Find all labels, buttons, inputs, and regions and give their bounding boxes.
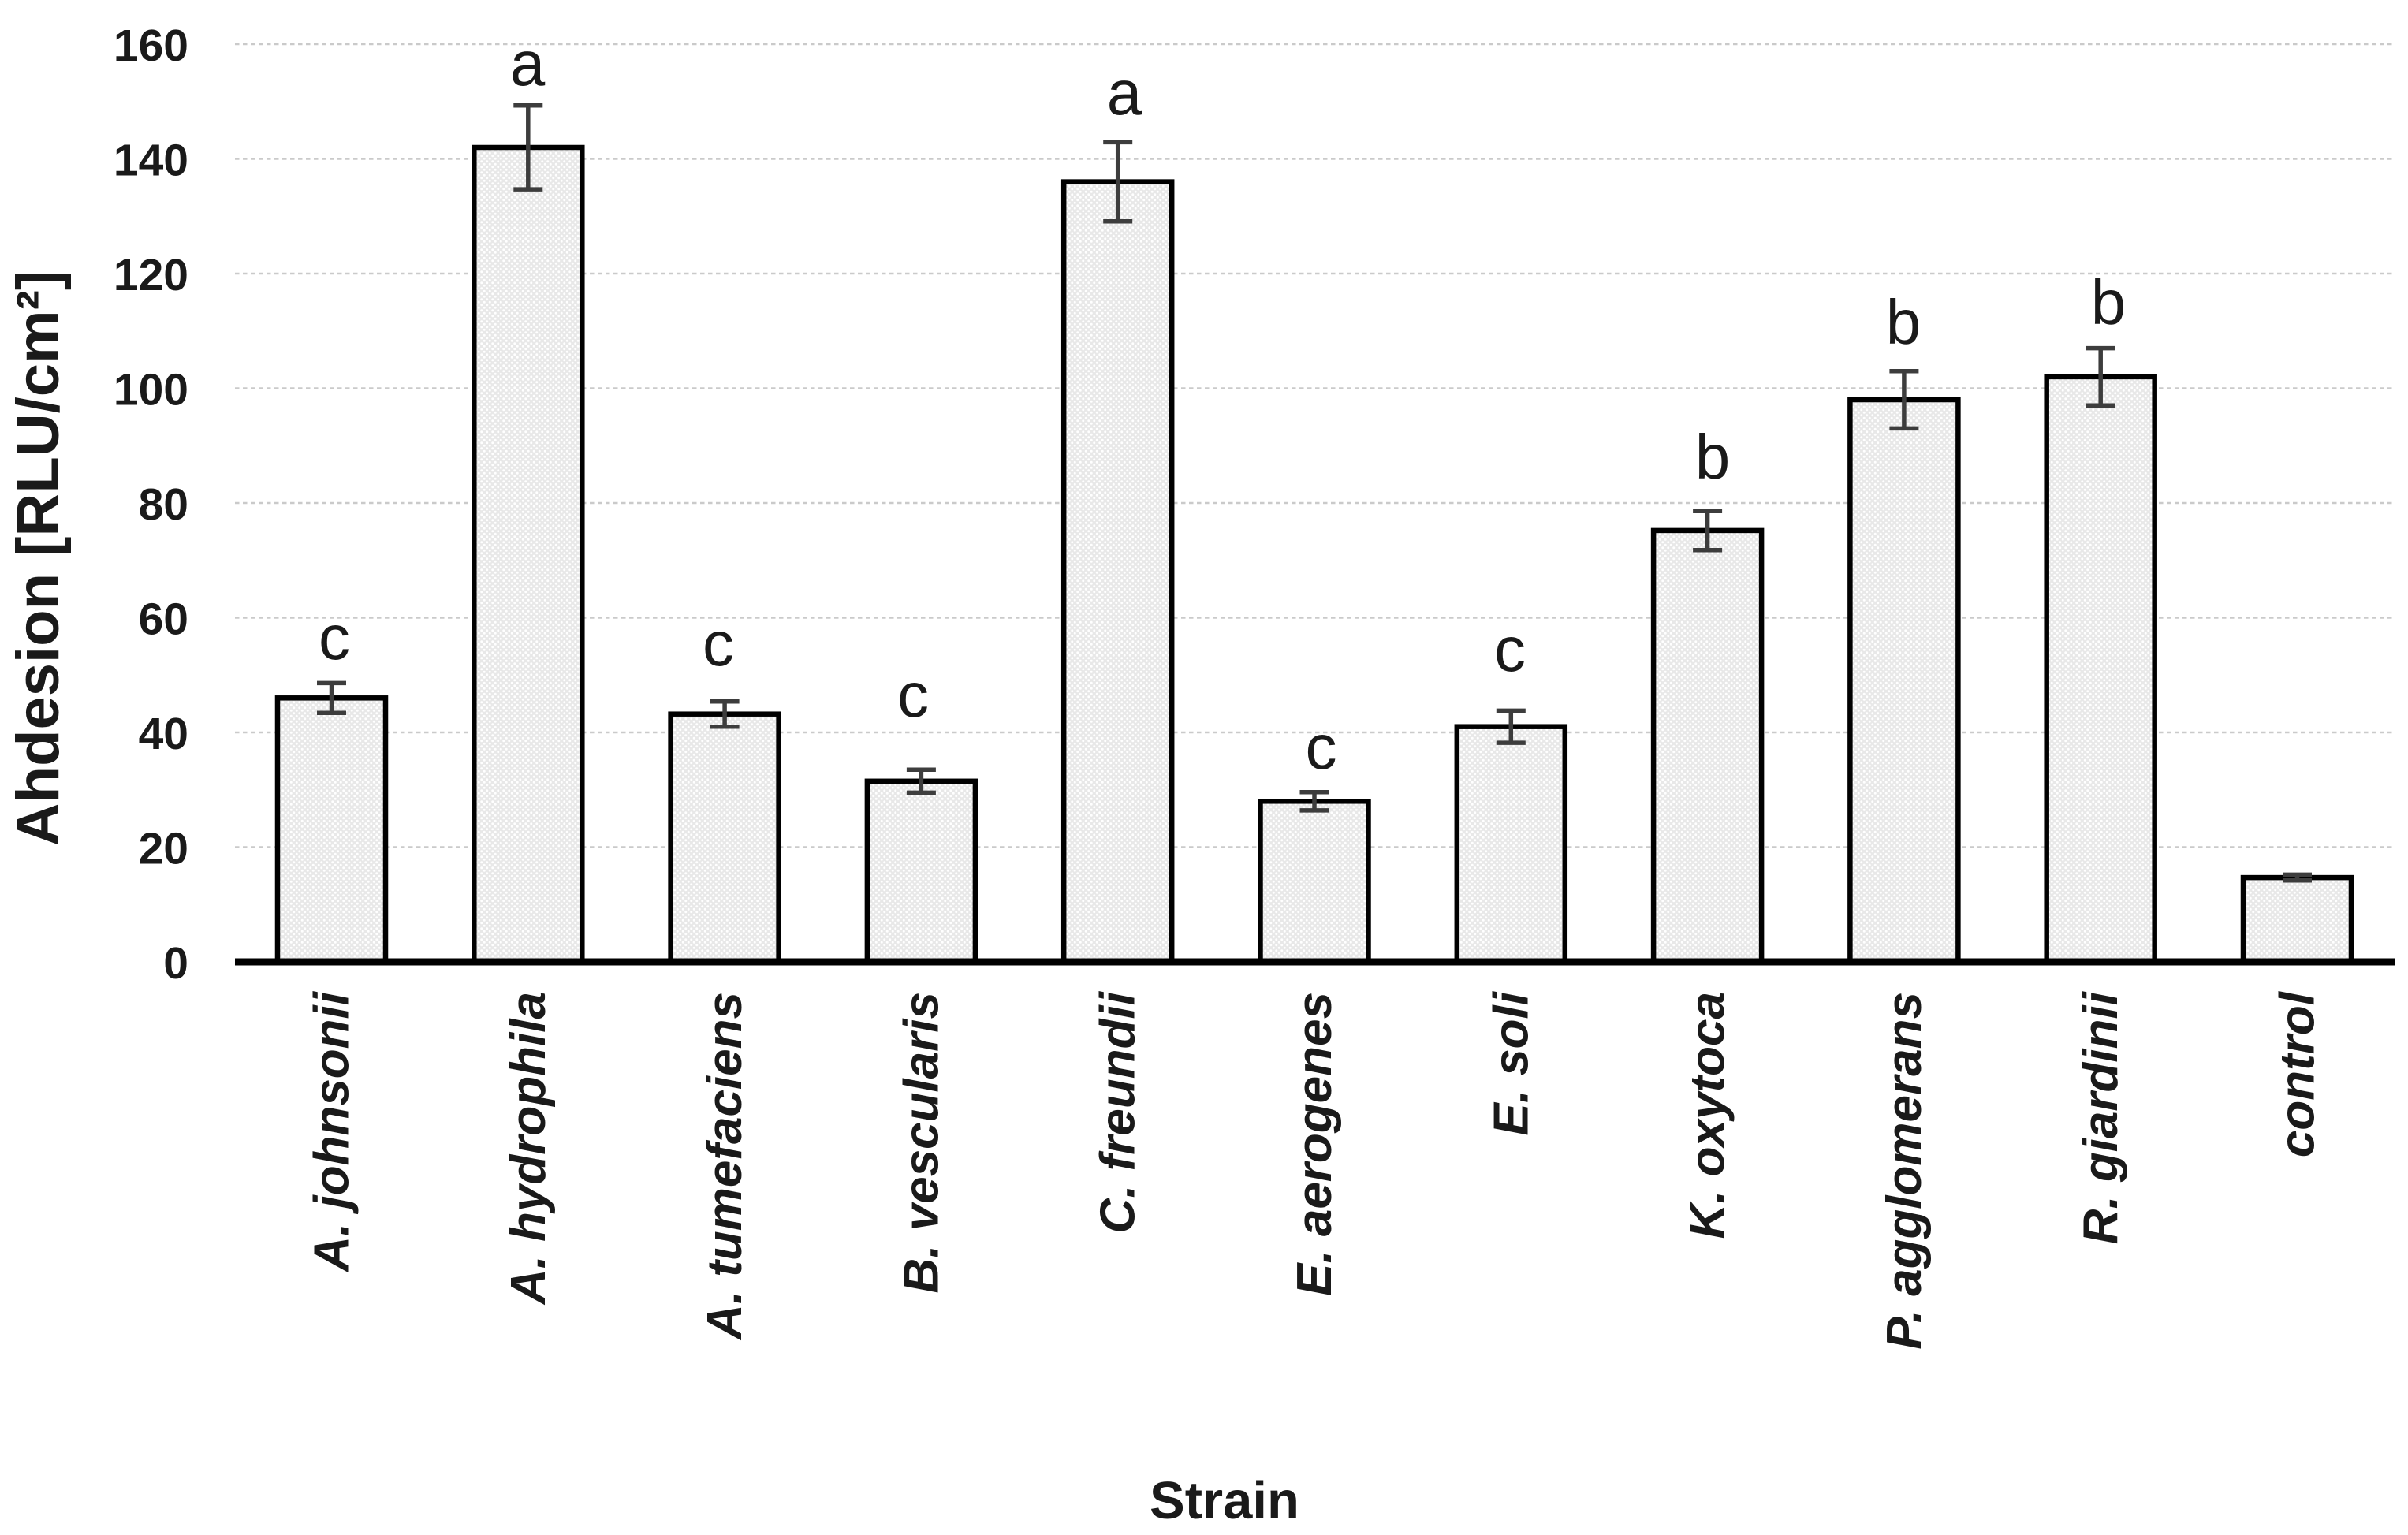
svg-text:Strain: Strain bbox=[1150, 1471, 1299, 1530]
svg-text:Ahdesion [RLU/cm²]: Ahdesion [RLU/cm²] bbox=[5, 270, 72, 846]
svg-text:b: b bbox=[2091, 267, 2127, 337]
svg-text:E. soli: E. soli bbox=[1484, 990, 1538, 1135]
svg-text:K. oxytoca: K. oxytoca bbox=[1681, 992, 1735, 1239]
svg-text:R. giardinii: R. giardinii bbox=[2074, 990, 2128, 1244]
svg-text:c: c bbox=[1306, 712, 1337, 782]
svg-text:control: control bbox=[2271, 990, 2325, 1157]
svg-text:a: a bbox=[1107, 58, 1142, 128]
svg-text:100: 100 bbox=[114, 365, 188, 415]
svg-text:40: 40 bbox=[139, 709, 188, 759]
svg-text:E. aerogenes: E. aerogenes bbox=[1288, 992, 1342, 1296]
svg-text:120: 120 bbox=[114, 250, 188, 300]
svg-text:B. vescularis: B. vescularis bbox=[894, 992, 949, 1294]
svg-text:80: 80 bbox=[139, 479, 188, 530]
svg-text:c: c bbox=[1494, 614, 1526, 684]
svg-text:P. agglomerans: P. agglomerans bbox=[1877, 992, 1932, 1350]
svg-text:160: 160 bbox=[114, 20, 188, 71]
svg-text:b: b bbox=[1695, 422, 1731, 492]
svg-text:a: a bbox=[510, 28, 546, 99]
svg-text:A. hydrophila: A. hydrophila bbox=[501, 992, 556, 1306]
svg-text:140: 140 bbox=[114, 136, 188, 186]
svg-text:60: 60 bbox=[139, 594, 188, 645]
svg-text:c: c bbox=[897, 660, 929, 730]
svg-text:c: c bbox=[703, 609, 734, 679]
svg-text:A. tumefaciens: A. tumefaciens bbox=[698, 992, 752, 1341]
svg-text:C. freundii: C. freundii bbox=[1091, 990, 1146, 1233]
svg-text:c: c bbox=[319, 602, 350, 672]
svg-text:20: 20 bbox=[139, 824, 188, 874]
svg-text:A. johnsonii: A. johnsonii bbox=[305, 990, 360, 1273]
svg-text:b: b bbox=[1886, 287, 1922, 357]
svg-text:0: 0 bbox=[163, 938, 188, 989]
